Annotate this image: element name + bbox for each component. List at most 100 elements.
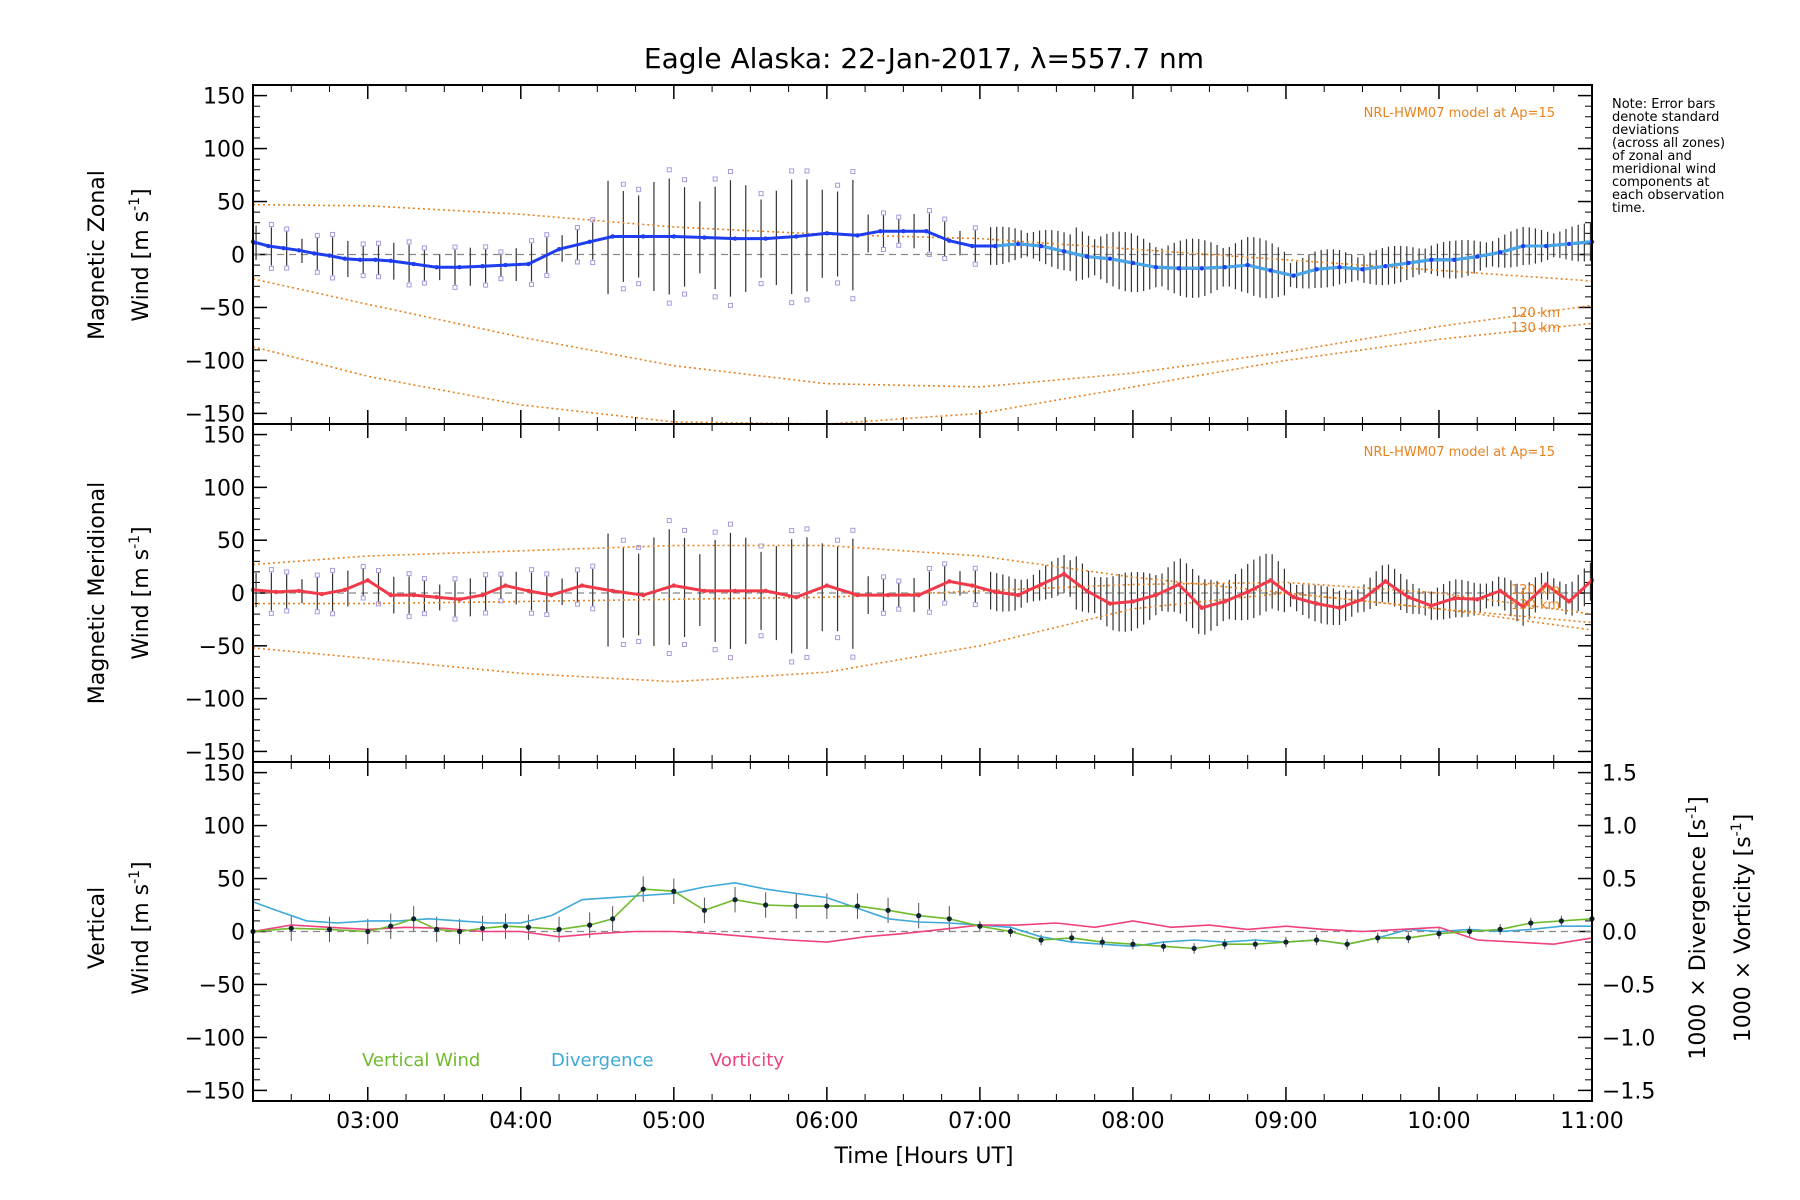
data-point <box>503 583 508 588</box>
data-point <box>342 256 348 261</box>
data-point <box>587 239 592 244</box>
data-point <box>365 578 370 583</box>
data-point <box>1084 588 1090 594</box>
data-point <box>388 592 393 598</box>
zone-marker <box>314 232 320 238</box>
zonal-ylabel: Magnetic Zonal <box>85 170 110 340</box>
data-point <box>312 251 317 256</box>
data-point <box>992 589 998 595</box>
data-point <box>1061 571 1067 577</box>
data-point <box>434 265 439 270</box>
data-point <box>878 228 883 234</box>
data-point <box>610 588 615 594</box>
zone-marker <box>284 569 290 575</box>
zone-marker <box>636 544 642 550</box>
zone-marker <box>360 273 366 279</box>
zone-marker <box>850 296 856 302</box>
vertical-unit-end: ] <box>129 861 154 870</box>
data-point <box>855 592 860 598</box>
data-point <box>1497 588 1503 594</box>
legend-vorticity: Vorticity <box>710 1050 784 1071</box>
vorticity-label: 1000 × Vorticity [s <box>1731 836 1756 1042</box>
vertical-wind-point <box>916 913 922 919</box>
data-point <box>1176 582 1182 587</box>
zone-marker <box>498 276 504 282</box>
zone-marker <box>544 232 550 238</box>
zone-marker <box>835 635 841 641</box>
vertical-wind-point <box>1528 920 1534 926</box>
data-point <box>702 588 707 594</box>
note-line: denote standard <box>1612 110 1719 125</box>
vertical-wind-point <box>946 916 952 922</box>
data-point <box>1406 595 1411 600</box>
zone-marker <box>330 231 336 237</box>
note-line: meridional wind <box>1612 162 1716 177</box>
y-tick-label: 50 <box>217 868 245 893</box>
zonal-130km-label: 130 km <box>1511 321 1560 336</box>
vertical-wind-point <box>640 886 646 892</box>
data-point <box>924 228 929 234</box>
zonal-unit-end: ] <box>129 188 154 197</box>
data-point <box>1475 597 1480 602</box>
data-point <box>1520 243 1526 249</box>
zone-marker <box>789 168 795 174</box>
data-point <box>732 588 738 594</box>
vertical-wind-point <box>824 903 830 909</box>
zone-marker <box>789 300 795 306</box>
model-curve <box>252 544 1593 624</box>
zone-marker <box>896 242 902 248</box>
zone-marker <box>452 576 458 582</box>
data-point <box>641 592 646 598</box>
zone-marker <box>942 600 948 606</box>
zone-marker <box>682 527 688 533</box>
data-point <box>1291 273 1296 278</box>
zone-marker <box>682 642 688 648</box>
y-tick-label: 0 <box>231 582 245 607</box>
legend-divergence: Divergence <box>551 1050 654 1071</box>
zone-marker <box>406 614 412 620</box>
meridional-ylabel-line1: Magnetic Meridional <box>85 482 110 704</box>
vertical-wind-point <box>1160 943 1167 949</box>
zone-marker <box>268 610 274 616</box>
data-point <box>1245 262 1250 268</box>
zone-marker <box>682 291 688 297</box>
zonal-ylabel-line1: Magnetic Zonal <box>85 170 110 340</box>
zone-marker <box>758 281 764 287</box>
zone-marker <box>574 225 580 231</box>
data-point <box>1337 265 1342 270</box>
zone-marker <box>375 601 381 607</box>
data-point <box>824 583 830 588</box>
zone-marker <box>972 225 978 231</box>
note-line: deviations <box>1612 123 1679 138</box>
data-point <box>1199 266 1204 271</box>
data-point <box>1452 596 1457 601</box>
note-line: each observation <box>1612 188 1724 203</box>
y-tick-label: 50 <box>217 529 245 554</box>
zone-marker <box>314 609 320 615</box>
vertical-wind-point <box>1436 931 1442 937</box>
meridional-model-label: NRL-HWM07 model at Ap=15 <box>1364 445 1555 460</box>
zone-marker <box>590 259 596 265</box>
zone-marker <box>758 633 764 639</box>
vertical-wind-point <box>326 926 333 932</box>
data-point <box>1176 266 1182 271</box>
note-line: of zonal and <box>1612 149 1692 164</box>
data-point <box>1383 579 1388 584</box>
data-point <box>1015 592 1021 598</box>
data-point <box>1245 589 1250 595</box>
vertical-wind-point <box>977 923 983 929</box>
zone-marker <box>682 177 688 183</box>
data-point <box>503 262 508 268</box>
vertical-wind-point <box>854 903 861 909</box>
vertical-wind-point <box>701 907 708 913</box>
data-point <box>1383 263 1388 269</box>
y-tick-label: −100 <box>185 349 245 374</box>
zone-marker <box>666 518 672 524</box>
zone-marker <box>835 537 841 543</box>
zone-marker <box>880 210 886 216</box>
error-bar-note: Note: Error bars denote standard deviati… <box>1612 97 1725 216</box>
zone-marker <box>712 294 718 300</box>
legend-vertical-wind: Vertical Wind <box>362 1050 480 1071</box>
y-tick-label: 50 <box>217 191 245 216</box>
